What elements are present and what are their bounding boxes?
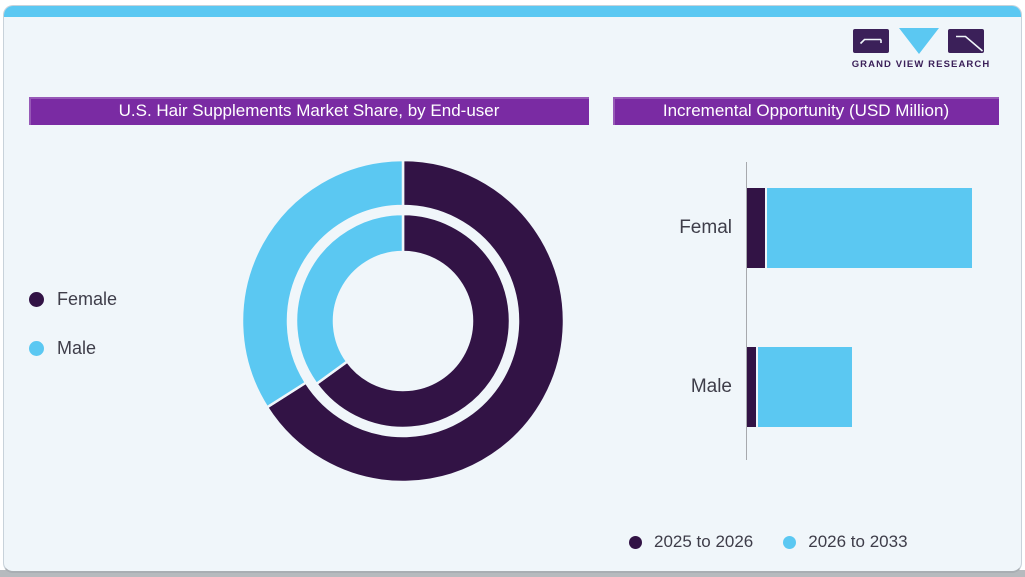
logo-v-triangle (899, 28, 939, 54)
top-accent-bar (4, 6, 1021, 17)
logo-text: GRAND VIEW RESEARCH (851, 59, 991, 70)
logo-r-block (948, 29, 984, 53)
gvr-logo-icon (853, 28, 984, 54)
bar-chart-legend: 2025 to 2026 2026 to 2033 (629, 532, 938, 552)
bar-segment-male-2026-to-2033 (758, 347, 852, 427)
male-legend-dot-icon (29, 340, 44, 356)
bar-segment-male-2025-to-2026 (747, 347, 758, 427)
donut-inner-ring-segment-female (314, 212, 512, 430)
legend-item-female: Female (29, 288, 118, 309)
bar-category-label-male: Male (690, 376, 732, 397)
legend-label: 2026 to 2033 (808, 532, 908, 551)
female-legend-dot-icon (29, 291, 44, 307)
bar-segment-femal-2026-to-2033 (767, 188, 972, 268)
donut-inner-ring-segment-male (294, 212, 405, 386)
bar-chart-axis-line (746, 162, 747, 460)
donut-outer-ring-segment-female (265, 158, 566, 484)
bar-segment-femal-2025-to-2026 (747, 188, 767, 268)
bar-category-label-femal: Femal (679, 217, 732, 238)
right-chart-title: Incremental Opportunity (USD Million) (613, 97, 999, 125)
page-bottom-strip (0, 570, 1025, 577)
bar-row-femal (747, 188, 972, 268)
legend-label: 2025 to 2026 (654, 532, 754, 551)
logo-g-stroke (859, 38, 882, 45)
series-2026-2033-dot-icon (783, 535, 797, 549)
donut-chart (240, 158, 566, 484)
chart-card: GRAND VIEW RESEARCH U.S. Hair Supplement… (3, 5, 1022, 573)
series-2025-2026-dot-icon (629, 535, 642, 549)
legend-item-2025-to-2026: 2025 to 2026 (629, 532, 753, 552)
logo-g-block (853, 29, 889, 53)
left-chart-title: U.S. Hair Supplements Market Share, by E… (29, 97, 589, 125)
logo-r-stroke (956, 35, 984, 52)
legend-label: Male (57, 337, 97, 358)
donut-outer-ring-segment-male (240, 158, 405, 409)
legend-item-2026-to-2033: 2026 to 2033 (783, 532, 908, 552)
legend-item-male: Male (29, 337, 117, 358)
bar-row-male (747, 347, 852, 427)
legend-label: Female (57, 288, 118, 309)
donut-legend: Female Male (29, 288, 118, 388)
grand-view-research-logo: GRAND VIEW RESEARCH (850, 27, 992, 70)
